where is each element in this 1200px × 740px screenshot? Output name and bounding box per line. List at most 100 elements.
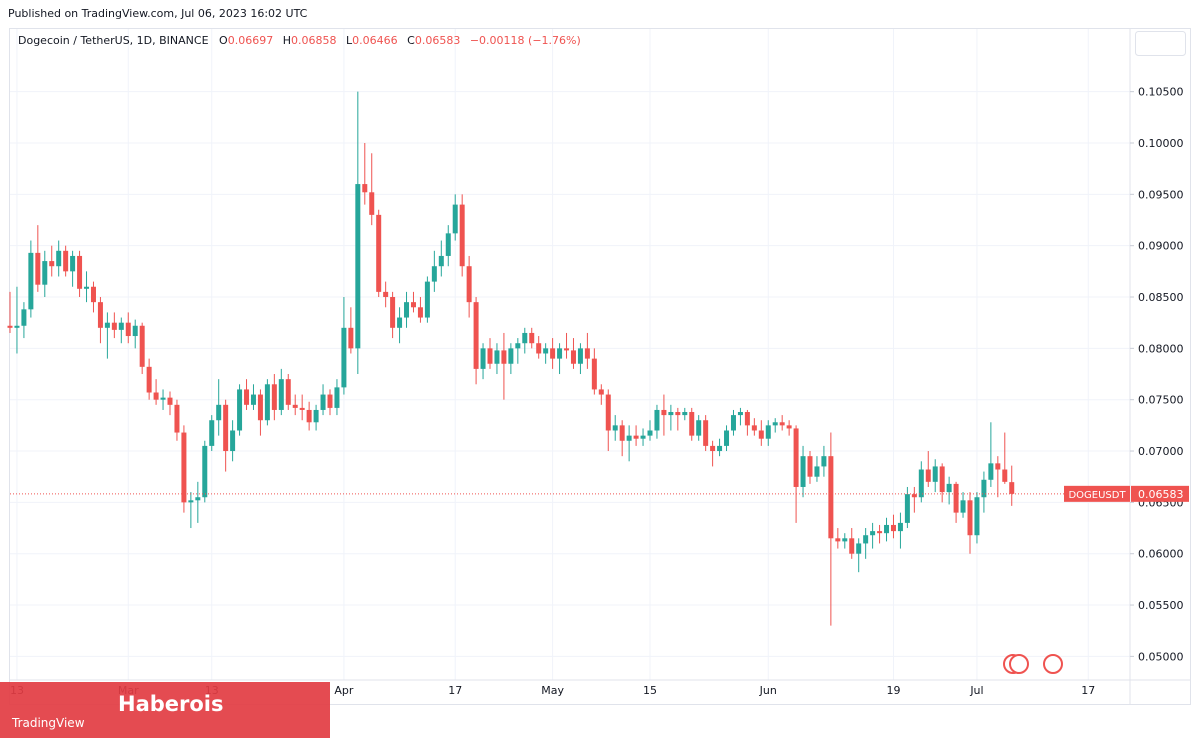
candle-body — [550, 348, 556, 359]
candle-body — [737, 412, 743, 416]
candle-body — [153, 392, 159, 400]
watermark: Haberois — [118, 692, 224, 716]
settings-box[interactable] — [1135, 31, 1186, 56]
candle-body — [584, 348, 590, 359]
symbol: Dogecoin / TetherUS, 1D, BINANCE — [18, 34, 209, 47]
candle-body — [779, 422, 785, 426]
ohlc-value: 0.06466 — [352, 34, 398, 47]
x-tick-label: Jul — [969, 684, 983, 697]
candle-body — [918, 469, 924, 498]
candle-body — [14, 325, 20, 328]
candle-body — [404, 302, 410, 318]
candle-body — [376, 214, 382, 292]
candle-body — [960, 500, 966, 513]
x-tick-label: 17 — [1081, 684, 1095, 697]
candle-body — [981, 479, 987, 498]
candle-body — [445, 233, 451, 256]
candle-body — [557, 348, 563, 359]
candle-body — [35, 252, 41, 285]
candle-body — [814, 466, 820, 477]
candle-body — [146, 366, 152, 393]
y-tick-label: 0.07500 — [1138, 394, 1184, 407]
candle-body — [598, 389, 604, 395]
y-tick-label: 0.05000 — [1138, 650, 1184, 663]
candle-body — [264, 384, 270, 421]
event-icon[interactable] — [1043, 654, 1063, 674]
y-tick-label: 0.07000 — [1138, 445, 1184, 458]
candle-body — [257, 394, 263, 421]
ohlc-label: H — [282, 34, 291, 47]
candle-body — [828, 456, 834, 539]
ohlc-value: 0.06858 — [291, 34, 337, 47]
ohlc-value: 0.06697 — [227, 34, 274, 47]
y-tick-label: 0.06000 — [1138, 548, 1184, 561]
candle-body — [278, 379, 284, 410]
candle-body — [320, 394, 326, 410]
candle-body — [244, 389, 250, 405]
candle-body — [473, 302, 479, 369]
x-tick-label: Jun — [759, 684, 777, 697]
candle-body — [438, 255, 444, 267]
price-tag-bg — [1131, 485, 1189, 502]
published-note: Published on TradingView.com, Jul 06, 20… — [8, 7, 308, 20]
candle-body — [529, 332, 535, 344]
candle-body — [348, 327, 354, 349]
candle-body — [647, 430, 653, 436]
y-tick-label: 0.10500 — [1138, 86, 1184, 99]
brand[interactable]: TradingView — [12, 716, 85, 730]
candle-body — [230, 430, 236, 452]
candle-body — [7, 325, 13, 328]
candle-body — [508, 348, 514, 364]
candle-body — [111, 322, 117, 330]
candle-body — [77, 255, 83, 289]
y-tick-label: 0.08000 — [1138, 342, 1184, 355]
candle-body — [939, 466, 945, 493]
event-icon[interactable] — [1009, 654, 1029, 674]
candle-body — [167, 397, 173, 405]
candle-body — [56, 250, 62, 267]
ohlc-value: 0.06583 — [414, 34, 461, 47]
candle-body — [431, 266, 437, 282]
candle-body — [793, 428, 799, 487]
x-tick-label: May — [541, 684, 564, 697]
candle-body — [925, 469, 931, 482]
candle-body — [536, 343, 542, 354]
candle-body — [125, 322, 131, 337]
chart-frame — [9, 28, 1191, 705]
candle-body — [522, 332, 528, 344]
candle-body — [577, 348, 583, 364]
candle-body — [139, 325, 145, 367]
candle-body — [174, 404, 180, 433]
candle-body — [104, 322, 110, 328]
candle-body — [744, 412, 750, 426]
candle-body — [28, 252, 34, 310]
candle-body — [786, 425, 792, 429]
candle-body — [564, 348, 570, 351]
candle-body — [758, 430, 764, 439]
candle-body — [132, 325, 138, 337]
candle-body — [306, 409, 312, 423]
candle-body — [626, 435, 632, 441]
candle-body — [487, 348, 493, 364]
candle-body — [42, 261, 48, 285]
candle-body — [250, 394, 256, 405]
candle-body — [97, 302, 103, 328]
candle-body — [383, 291, 389, 298]
candle-body — [459, 204, 465, 267]
candle-body — [292, 404, 298, 408]
candle-body — [703, 420, 709, 446]
candle-body — [362, 184, 368, 193]
x-tick-label: Apr — [334, 684, 354, 697]
candle-body — [118, 322, 124, 330]
candle-body — [21, 309, 27, 326]
candle-body — [640, 435, 646, 439]
candle-body — [654, 409, 660, 431]
candle-body — [890, 524, 896, 532]
candle-body — [932, 466, 938, 482]
candle-body — [877, 531, 883, 534]
candle-body — [515, 343, 521, 349]
candle-body — [772, 422, 778, 426]
x-tick-label: 17 — [448, 684, 462, 697]
